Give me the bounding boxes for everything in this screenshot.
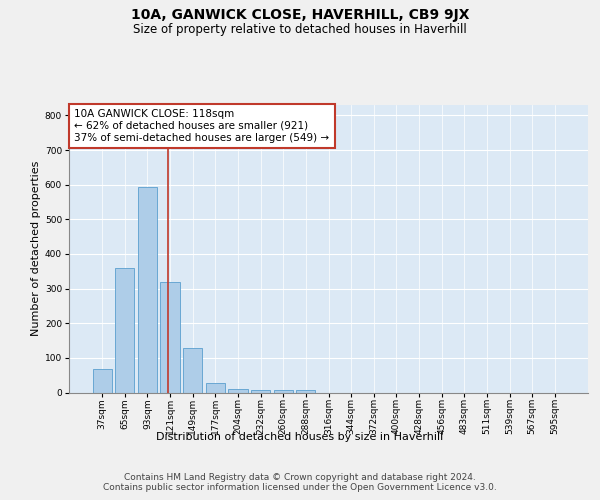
Y-axis label: Number of detached properties: Number of detached properties: [31, 161, 41, 336]
Text: Contains HM Land Registry data © Crown copyright and database right 2024.
Contai: Contains HM Land Registry data © Crown c…: [103, 472, 497, 492]
Bar: [296, 390, 316, 392]
Text: Distribution of detached houses by size in Haverhill: Distribution of detached houses by size …: [157, 432, 443, 442]
Bar: [138, 186, 157, 392]
Bar: [274, 390, 293, 392]
Text: Size of property relative to detached houses in Haverhill: Size of property relative to detached ho…: [133, 22, 467, 36]
Bar: [92, 369, 112, 392]
Text: 10A, GANWICK CLOSE, HAVERHILL, CB9 9JX: 10A, GANWICK CLOSE, HAVERHILL, CB9 9JX: [131, 8, 469, 22]
Bar: [206, 383, 225, 392]
Bar: [183, 348, 202, 393]
Bar: [251, 390, 270, 392]
Bar: [229, 390, 248, 392]
Bar: [115, 268, 134, 392]
Text: 10A GANWICK CLOSE: 118sqm
← 62% of detached houses are smaller (921)
37% of semi: 10A GANWICK CLOSE: 118sqm ← 62% of detac…: [74, 110, 329, 142]
Bar: [160, 282, 180, 393]
